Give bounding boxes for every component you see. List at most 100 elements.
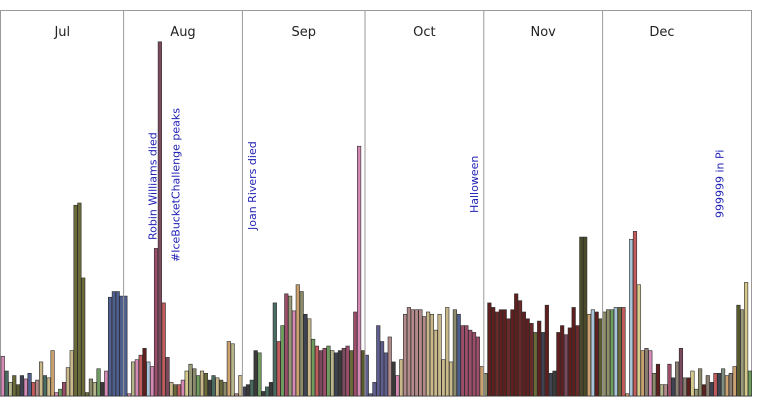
chart-bar <box>261 391 266 397</box>
chart-bar <box>460 325 465 397</box>
month-label-oct: Oct <box>413 25 435 40</box>
chart-bar <box>226 341 231 397</box>
chart-bar <box>368 393 373 397</box>
chart-bar <box>686 377 691 397</box>
chart-bar <box>19 375 24 397</box>
chart-bar <box>487 302 492 397</box>
chart-bar <box>494 311 500 397</box>
chart-bar <box>123 295 128 397</box>
chart-bar <box>399 359 404 397</box>
chart-bar <box>514 293 519 397</box>
chart-bar <box>690 370 695 397</box>
chart-bar <box>265 386 270 397</box>
chart-bar <box>180 379 185 397</box>
chart-bar <box>506 318 511 397</box>
chart-bar <box>468 329 473 397</box>
chart-bar <box>552 370 557 397</box>
chart-bar <box>483 372 488 397</box>
chart-bar <box>360 350 366 397</box>
chart-bar <box>334 352 339 397</box>
chart-bar <box>713 372 718 397</box>
chart-bar <box>740 309 745 397</box>
chart-bar <box>571 307 576 397</box>
annotation-label: 999999 in Pi <box>713 150 726 218</box>
chart-bar <box>621 307 626 397</box>
chart-bar <box>272 302 277 397</box>
chart-bar <box>517 300 523 397</box>
chart-bar <box>150 366 155 397</box>
chart-bar <box>107 296 113 397</box>
chart-bar <box>161 302 166 397</box>
chart-bar <box>422 316 427 397</box>
chart-bar <box>678 348 684 397</box>
chart-bar <box>88 378 93 397</box>
chart-bar <box>203 372 208 397</box>
chart-bar <box>100 382 105 397</box>
chart-bar <box>498 309 503 397</box>
chart-bar <box>655 363 661 397</box>
chart-bar <box>62 382 67 397</box>
chart-bar <box>326 345 331 397</box>
chart-bar <box>127 393 132 397</box>
chart-bar <box>717 372 722 397</box>
chart-bar <box>207 379 212 397</box>
chart-bar <box>230 343 235 397</box>
chart-bar <box>372 382 377 397</box>
chart-bar <box>502 309 507 397</box>
chart-bar <box>537 320 542 397</box>
chart-bar <box>92 382 97 397</box>
chart-bar <box>583 236 588 397</box>
chart-bar <box>77 202 82 397</box>
chart-bar <box>165 357 170 397</box>
chart-bar <box>242 386 247 397</box>
chart-bar <box>96 368 101 397</box>
chart-bar <box>276 341 281 397</box>
chart-bar <box>303 313 308 397</box>
annotation-label: #IceBucketChallenge peaks <box>169 108 182 262</box>
chart-bar <box>426 311 431 397</box>
chart-bar <box>134 359 139 397</box>
chart-bar <box>406 307 411 397</box>
chart-bar <box>414 309 419 397</box>
chart-bar <box>42 375 47 397</box>
chart-bar <box>188 363 193 397</box>
chart-bar <box>433 329 438 397</box>
chart-bar <box>629 239 634 397</box>
chart-bar <box>27 372 32 397</box>
chart-bar <box>452 309 457 397</box>
chart-bar <box>410 309 415 397</box>
chart-bar <box>115 291 120 397</box>
chart-bar <box>222 382 228 397</box>
chart-bar <box>448 361 454 397</box>
chart-bar <box>648 350 653 397</box>
chart-bar <box>196 375 201 397</box>
month-label-dec: Dec <box>649 25 674 40</box>
chart-bar <box>50 350 55 397</box>
chart-bar <box>383 352 388 397</box>
chart-bar <box>613 307 618 397</box>
chart-bar <box>471 332 477 397</box>
chart-bar <box>314 345 320 397</box>
chart-bar <box>322 348 327 397</box>
chart-bar <box>364 354 369 397</box>
chart-bar <box>529 323 534 397</box>
chart-bar <box>464 325 469 397</box>
chart-bar <box>671 377 676 397</box>
chart-bar <box>732 366 737 397</box>
chart-bar <box>85 392 90 397</box>
chart-bar <box>625 393 630 397</box>
chart-bar <box>142 348 147 397</box>
chart-bar <box>429 313 434 397</box>
chart-bar <box>357 145 362 397</box>
chart-bar <box>238 375 243 397</box>
chart-bar <box>586 313 592 397</box>
chart-bar <box>280 325 285 397</box>
month-label-aug: Aug <box>170 25 195 40</box>
annotation-label: Joan Rivers died <box>246 141 259 231</box>
chart-bar <box>560 325 565 397</box>
chart-bar <box>245 384 251 397</box>
annotations-layer: Robin Williams died #IceBucketChallenge p… <box>146 108 726 262</box>
chart-bar <box>288 295 293 397</box>
month-labels: Jul Aug Sep Oct Nov Dec <box>53 25 674 40</box>
chart-bar <box>184 370 189 397</box>
